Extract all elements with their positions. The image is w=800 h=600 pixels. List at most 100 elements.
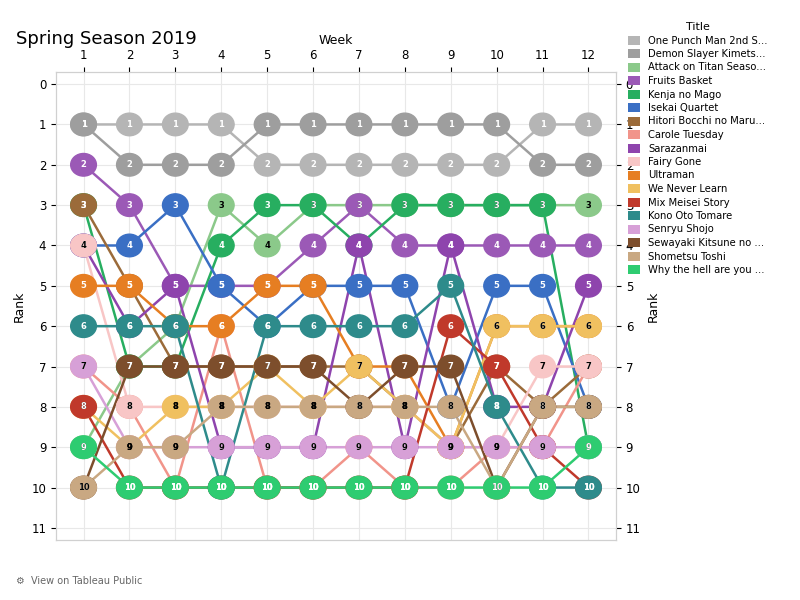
Circle shape <box>346 395 372 418</box>
Text: 10: 10 <box>124 483 135 492</box>
Circle shape <box>300 436 326 458</box>
Text: 3: 3 <box>402 200 408 209</box>
Y-axis label: Rank: Rank <box>13 290 26 322</box>
Circle shape <box>438 436 464 458</box>
Text: 5: 5 <box>173 281 178 290</box>
Circle shape <box>208 194 234 217</box>
Text: ⚙  View on Tableau Public: ⚙ View on Tableau Public <box>16 576 142 586</box>
Circle shape <box>438 436 464 458</box>
Text: 10: 10 <box>491 483 502 492</box>
Circle shape <box>254 395 280 418</box>
Text: 8: 8 <box>356 403 362 412</box>
Text: 6: 6 <box>173 322 178 331</box>
Text: 4: 4 <box>448 241 454 250</box>
Circle shape <box>300 355 326 378</box>
Circle shape <box>300 275 326 297</box>
Text: 6: 6 <box>218 322 224 331</box>
Text: 8: 8 <box>540 403 546 412</box>
Text: 9: 9 <box>218 443 224 452</box>
Circle shape <box>254 154 280 176</box>
Circle shape <box>484 275 510 297</box>
Text: 3: 3 <box>81 200 86 209</box>
Circle shape <box>254 476 280 499</box>
Text: 9: 9 <box>448 443 454 452</box>
Text: 3: 3 <box>218 200 224 209</box>
Circle shape <box>117 113 142 136</box>
Circle shape <box>117 315 142 337</box>
Text: 8: 8 <box>264 403 270 412</box>
Text: 3: 3 <box>540 200 546 209</box>
Text: 10: 10 <box>215 483 227 492</box>
Text: 10: 10 <box>491 483 502 492</box>
Circle shape <box>576 315 602 337</box>
Text: 10: 10 <box>399 483 410 492</box>
Circle shape <box>576 476 602 499</box>
Circle shape <box>438 476 464 499</box>
Circle shape <box>438 275 464 297</box>
Circle shape <box>392 395 418 418</box>
Text: 4: 4 <box>81 241 86 250</box>
Circle shape <box>438 234 464 257</box>
Circle shape <box>392 476 418 499</box>
Circle shape <box>346 436 372 458</box>
Circle shape <box>70 395 96 418</box>
Circle shape <box>438 154 464 176</box>
Text: 5: 5 <box>310 281 316 290</box>
Text: 9: 9 <box>540 443 546 452</box>
Circle shape <box>346 476 372 499</box>
Text: 8: 8 <box>586 403 591 412</box>
Circle shape <box>346 234 372 257</box>
Circle shape <box>530 395 555 418</box>
Text: 10: 10 <box>307 483 319 492</box>
Text: 6: 6 <box>126 322 132 331</box>
Text: 2: 2 <box>173 160 178 169</box>
Circle shape <box>484 476 510 499</box>
Text: 4: 4 <box>126 241 132 250</box>
Circle shape <box>162 194 188 217</box>
Text: 3: 3 <box>448 200 454 209</box>
Text: 10: 10 <box>445 483 457 492</box>
Circle shape <box>346 315 372 337</box>
Text: 9: 9 <box>402 443 408 452</box>
Circle shape <box>117 395 142 418</box>
Text: 4: 4 <box>310 241 316 250</box>
Text: 8: 8 <box>586 403 591 412</box>
Text: 7: 7 <box>586 362 591 371</box>
Circle shape <box>117 355 142 378</box>
Circle shape <box>300 395 326 418</box>
Circle shape <box>300 395 326 418</box>
Text: 7: 7 <box>356 362 362 371</box>
Text: 8: 8 <box>264 403 270 412</box>
Circle shape <box>438 315 464 337</box>
Circle shape <box>254 436 280 458</box>
Circle shape <box>392 395 418 418</box>
Circle shape <box>438 476 464 499</box>
Circle shape <box>70 194 96 217</box>
Circle shape <box>484 436 510 458</box>
Text: 5: 5 <box>540 281 546 290</box>
Text: 6: 6 <box>264 322 270 331</box>
Text: 8: 8 <box>126 403 132 412</box>
Text: 3: 3 <box>356 200 362 209</box>
Circle shape <box>438 113 464 136</box>
Text: 8: 8 <box>402 403 408 412</box>
Circle shape <box>117 315 142 337</box>
Text: 5: 5 <box>356 281 362 290</box>
Text: 9: 9 <box>218 443 224 452</box>
Text: 10: 10 <box>124 483 135 492</box>
Text: 8: 8 <box>173 403 178 412</box>
Circle shape <box>70 436 96 458</box>
Circle shape <box>254 395 280 418</box>
Text: 6: 6 <box>494 322 499 331</box>
Text: 2: 2 <box>540 160 546 169</box>
Text: 4: 4 <box>356 241 362 250</box>
Circle shape <box>254 436 280 458</box>
Text: 7: 7 <box>218 362 224 371</box>
Text: 2: 2 <box>310 160 316 169</box>
Circle shape <box>438 234 464 257</box>
Text: 1: 1 <box>81 120 86 129</box>
Circle shape <box>484 315 510 337</box>
Text: 8: 8 <box>310 403 316 412</box>
Text: 7: 7 <box>173 362 178 371</box>
Text: 9: 9 <box>448 443 454 452</box>
